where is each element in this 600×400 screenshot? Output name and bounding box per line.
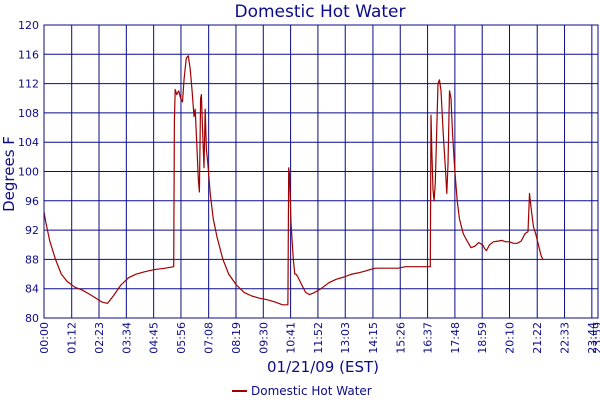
x-tick-label: 22:33 — [559, 322, 572, 354]
y-tick-label: 96 — [25, 195, 39, 208]
x-tick-label: 03:34 — [120, 322, 133, 354]
x-tick-label: 21:22 — [531, 322, 544, 354]
x-tick-label: 17:48 — [449, 322, 462, 354]
legend-label: Domestic Hot Water — [251, 384, 372, 398]
x-tick-label: 07:08 — [203, 322, 216, 354]
y-tick-label: 100 — [18, 166, 39, 179]
x-tick-label: 10:41 — [285, 322, 298, 354]
x-tick-label: 09:30 — [257, 322, 270, 354]
x-tick-label: 01:12 — [66, 322, 79, 354]
x-tick-label-end: 23:59 — [591, 322, 600, 354]
x-tick-label: 13:03 — [339, 322, 352, 354]
y-tick-label: 108 — [18, 107, 39, 120]
x-tick-label: 23:44 — [586, 322, 599, 354]
y-tick-label: 120 — [18, 19, 39, 32]
y-tick-label: 112 — [18, 78, 39, 91]
x-tick-label: 15:26 — [394, 322, 407, 354]
series-layer — [43, 55, 544, 306]
tick-labels: 80 84 88 92 96 100 104 108 112 116 120 00:00 01:12 02… — [18, 19, 600, 354]
series-line-0 — [43, 55, 544, 306]
chart-title: Domestic Hot Water — [234, 2, 405, 22]
plot-area-frame — [43, 24, 599, 319]
y-tick-label: 80 — [25, 312, 39, 325]
y-tick-label: 84 — [25, 283, 39, 296]
x-tick-label: 20:10 — [504, 322, 517, 354]
y-tick-label: 88 — [25, 253, 39, 266]
x-tick-label: 00:00 — [38, 322, 51, 354]
x-tick-label: 08:19 — [230, 322, 243, 354]
x-tick-label: 05:56 — [175, 322, 188, 354]
y-axis-label: Degrees F — [0, 136, 18, 212]
x-tick-label: 04:45 — [148, 322, 161, 354]
y-tick-label: 116 — [18, 48, 39, 61]
x-tick-label: 02:23 — [93, 322, 106, 354]
x-tick-label: 11:52 — [312, 322, 325, 354]
y-tick-label: 104 — [18, 136, 39, 149]
x-axis-label: 01/21/09 (EST) — [267, 358, 379, 376]
legend: Domestic Hot Water — [232, 384, 372, 398]
x-tick-label: 14:15 — [367, 322, 380, 354]
y-tick-label: 92 — [25, 224, 39, 237]
x-tick-label: 16:37 — [422, 322, 435, 354]
x-tick-label: 18:59 — [476, 322, 489, 354]
